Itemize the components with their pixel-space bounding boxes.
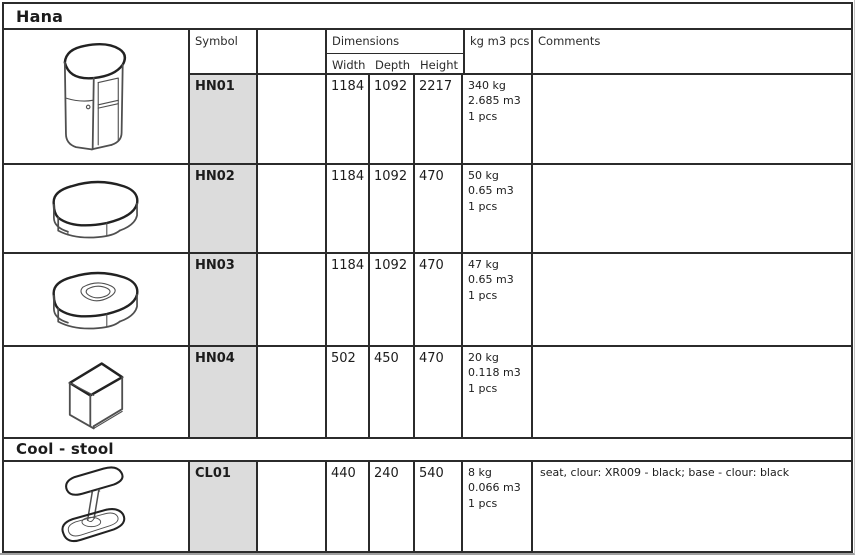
illustration-cell-hn03: [4, 254, 190, 347]
column-header-height: Height: [415, 54, 463, 75]
depth-cell: 450: [370, 347, 415, 439]
tall-triangular-cabinet-illustration: [63, 42, 127, 150]
comments-cell: [533, 165, 851, 254]
symbol-cell: HN04: [190, 347, 258, 439]
depth-cell: 1092: [370, 254, 415, 347]
illustration-cell-hn02: [4, 165, 190, 254]
width-cell: 1184: [327, 165, 370, 254]
low-triangular-pouf-with-opening-illustration: [52, 271, 139, 329]
illustration-cell-cl01: [4, 462, 190, 551]
low-triangular-pouf-illustration: [52, 180, 139, 238]
section-title-hana: Hana: [4, 4, 851, 30]
comments-cell: [533, 75, 851, 165]
illustration-cell-hn04: [4, 347, 190, 439]
column-header-comments: Comments: [533, 30, 851, 75]
column-header-depth: Depth: [370, 54, 415, 75]
width-cell: 502: [327, 347, 370, 439]
kg-m3-pcs-cell: 47 kg 0.65 m3 1 pcs: [463, 254, 533, 347]
width-cell: 440: [327, 462, 370, 551]
depth-cell: 1092: [370, 165, 415, 254]
triangular-wedge-stool-illustration: [68, 362, 124, 430]
symbol-cell: HN03: [190, 254, 258, 347]
comments-cell: [533, 347, 851, 439]
kg-m3-pcs-cell: 8 kg 0.066 m3 1 pcs: [463, 462, 533, 551]
column-header-empty: [258, 30, 327, 75]
empty-cell: [258, 462, 327, 551]
depth-cell: 240: [370, 462, 415, 551]
width-cell: 1184: [327, 75, 370, 165]
empty-cell: [258, 165, 327, 254]
depth-cell: 1092: [370, 75, 415, 165]
empty-cell: [258, 254, 327, 347]
empty-cell: [258, 347, 327, 439]
kg-m3-pcs-cell: 20 kg 0.118 m3 1 pcs: [463, 347, 533, 439]
column-header-symbol: Symbol: [190, 30, 258, 75]
kg-m3-pcs-cell: 340 kg 2.685 m3 1 pcs: [463, 75, 533, 165]
column-header-width: Width: [327, 54, 370, 75]
height-cell: 540: [415, 462, 463, 551]
symbol-cell: HN02: [190, 165, 258, 254]
height-cell: 470: [415, 254, 463, 347]
height-cell: 2217: [415, 75, 463, 165]
section-title-cool-stool: Cool - stool: [4, 439, 851, 462]
height-cell: 470: [415, 347, 463, 439]
column-header-dimensions: Dimensions: [327, 30, 463, 54]
comments-cell: seat, clour: XR009 - black; base - clour…: [540, 466, 790, 479]
symbol-cell: HN01: [190, 75, 258, 165]
empty-cell: [258, 75, 327, 165]
illustration-cell-hn01: [4, 30, 190, 165]
height-cell: 470: [415, 165, 463, 254]
kg-m3-pcs-cell: 50 kg 0.65 m3 1 pcs: [463, 165, 533, 254]
width-cell: 1184: [327, 254, 370, 347]
comments-cell: [533, 254, 851, 347]
symbol-cell: CL01: [190, 462, 258, 551]
column-header-kg-m3-pcs: kg m3 pcs: [463, 30, 533, 75]
pedestal-stool-illustration: [61, 465, 126, 542]
